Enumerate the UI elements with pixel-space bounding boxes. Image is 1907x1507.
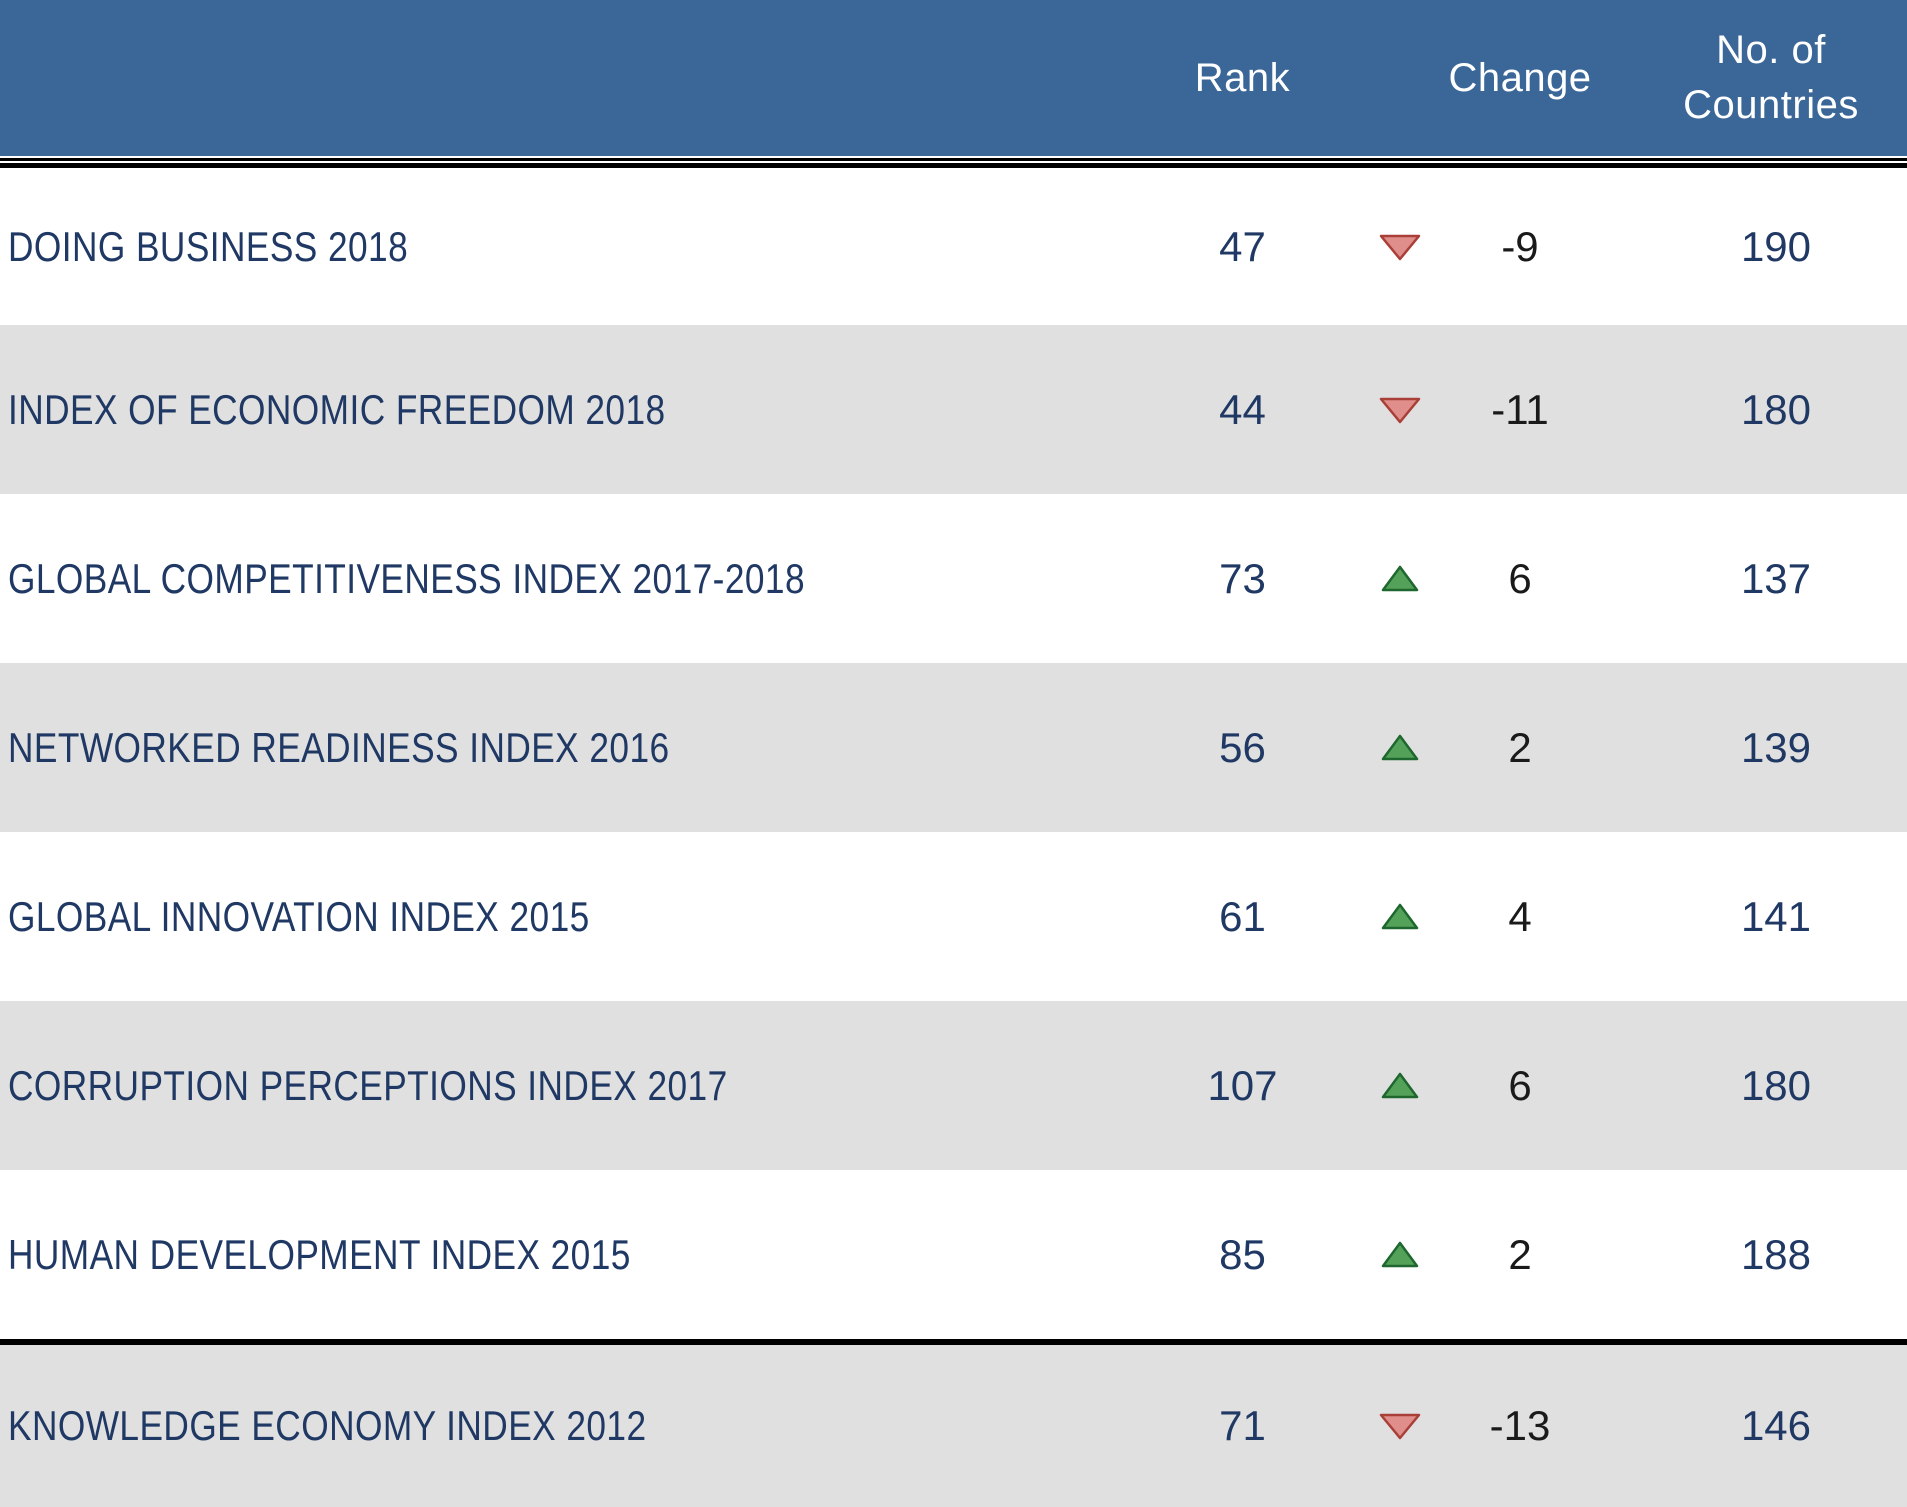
change-direction-icon xyxy=(1355,733,1445,763)
change-value: 6 xyxy=(1508,554,1532,602)
index-name: KNOWLEDGE ECONOMY INDEX 2012 xyxy=(8,1402,647,1449)
header-countries: No. of Countries xyxy=(1683,27,1859,127)
rank-value: 56 xyxy=(1219,723,1266,771)
table-row: DOING BUSINESS 2018 47 -9 190 xyxy=(0,168,1907,325)
index-name: CORRUPTION PERCEPTIONS INDEX 2017 xyxy=(8,1061,728,1109)
table-row: NETWORKED READINESS INDEX 2016 56 2 139 xyxy=(0,663,1907,832)
change-value: 2 xyxy=(1508,723,1532,771)
countries-value: 137 xyxy=(1740,554,1812,602)
down-triangle-icon xyxy=(1379,234,1421,260)
header-rank: Rank xyxy=(1194,55,1291,100)
down-triangle-icon xyxy=(1379,1413,1421,1440)
rank-value: 73 xyxy=(1219,554,1266,602)
header-double-rule xyxy=(0,156,1907,168)
header-change: Change xyxy=(1448,55,1592,100)
change-direction-icon xyxy=(1355,232,1445,262)
rank-value: 85 xyxy=(1219,1230,1266,1278)
change-value: 2 xyxy=(1508,1230,1532,1278)
index-name: GLOBAL COMPETITIVENESS INDEX 2017-2018 xyxy=(8,554,806,602)
index-name: DOING BUSINESS 2018 xyxy=(8,222,409,270)
change-value: 6 xyxy=(1508,1061,1532,1109)
index-name: NETWORKED READINESS INDEX 2016 xyxy=(8,723,670,771)
rank-value: 107 xyxy=(1207,1061,1278,1109)
change-direction-icon xyxy=(1355,1240,1445,1270)
index-name: GLOBAL INNOVATION INDEX 2015 xyxy=(8,892,590,940)
up-triangle-icon xyxy=(1381,565,1419,591)
table-header-row: Rank Change No. of Countries xyxy=(0,0,1907,156)
rank-value: 44 xyxy=(1219,385,1266,433)
table-row: CORRUPTION PERCEPTIONS INDEX 2017 107 6 … xyxy=(0,1001,1907,1170)
rank-value: 61 xyxy=(1219,892,1266,940)
table-row: HUMAN DEVELOPMENT INDEX 2015 85 2 188 xyxy=(0,1170,1907,1339)
countries-value: 139 xyxy=(1740,723,1812,771)
countries-value: 146 xyxy=(1740,1402,1812,1449)
change-value: -11 xyxy=(1491,385,1549,433)
countries-value: 188 xyxy=(1740,1230,1812,1278)
change-value: -9 xyxy=(1501,222,1539,270)
index-name: INDEX OF ECONOMIC FREEDOM 2018 xyxy=(8,385,666,433)
table-row: KNOWLEDGE ECONOMY INDEX 2012 71 -13 146 xyxy=(0,1339,1907,1507)
up-triangle-icon xyxy=(1381,903,1419,929)
change-direction-icon xyxy=(1355,902,1445,932)
rank-value: 71 xyxy=(1219,1402,1266,1449)
up-triangle-icon xyxy=(1381,734,1419,760)
change-direction-icon xyxy=(1355,564,1445,594)
up-triangle-icon xyxy=(1381,1072,1419,1098)
table-row: INDEX OF ECONOMIC FREEDOM 2018 44 -11 18… xyxy=(0,325,1907,494)
table-row: GLOBAL COMPETITIVENESS INDEX 2017-2018 7… xyxy=(0,494,1907,663)
countries-value: 180 xyxy=(1740,385,1812,433)
change-direction-icon xyxy=(1355,1411,1445,1441)
countries-value: 190 xyxy=(1740,222,1812,270)
change-value: 4 xyxy=(1508,892,1532,940)
down-triangle-icon xyxy=(1379,397,1421,423)
countries-value: 141 xyxy=(1740,892,1812,940)
change-direction-icon xyxy=(1355,1071,1445,1101)
rank-value: 47 xyxy=(1219,222,1266,270)
table-row: GLOBAL INNOVATION INDEX 2015 61 4 141 xyxy=(0,832,1907,1001)
change-value: -13 xyxy=(1489,1402,1551,1449)
change-direction-icon xyxy=(1355,395,1445,425)
index-name: HUMAN DEVELOPMENT INDEX 2015 xyxy=(8,1230,631,1278)
up-triangle-icon xyxy=(1381,1241,1419,1267)
countries-value: 180 xyxy=(1740,1061,1812,1109)
